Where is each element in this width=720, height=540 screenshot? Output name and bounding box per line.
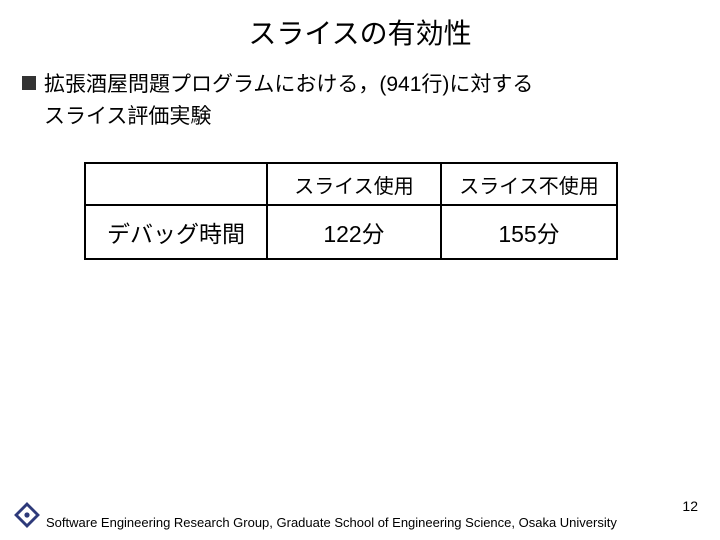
comparison-table: スライス使用 スライス不使用 デバッグ時間 122分 155分: [84, 162, 720, 260]
slide-title: スライスの有効性: [0, 0, 720, 52]
table-cell: 155分: [441, 205, 617, 259]
table-cell: 122分: [267, 205, 441, 259]
bullet-text-line2: スライス評価実験: [44, 100, 720, 130]
table-header-cell: スライス不使用: [441, 163, 617, 205]
table-header-row: スライス使用 スライス不使用: [85, 163, 617, 205]
logo-icon: [14, 502, 40, 528]
bullet-text-line1: 拡張酒屋問題プログラムにおける，(941行)に対する: [44, 70, 533, 100]
footer-text: Software Engineering Research Group, Gra…: [46, 515, 720, 530]
table-header-cell: スライス使用: [267, 163, 441, 205]
table-cell: デバッグ時間: [85, 205, 267, 259]
bullet-item: 拡張酒屋問題プログラムにおける，(941行)に対する: [22, 70, 720, 100]
table-row: デバッグ時間 122分 155分: [85, 205, 617, 259]
slide-footer: Software Engineering Research Group, Gra…: [0, 502, 720, 530]
table-header-cell: [85, 163, 267, 205]
bullet-square-icon: [22, 76, 36, 90]
